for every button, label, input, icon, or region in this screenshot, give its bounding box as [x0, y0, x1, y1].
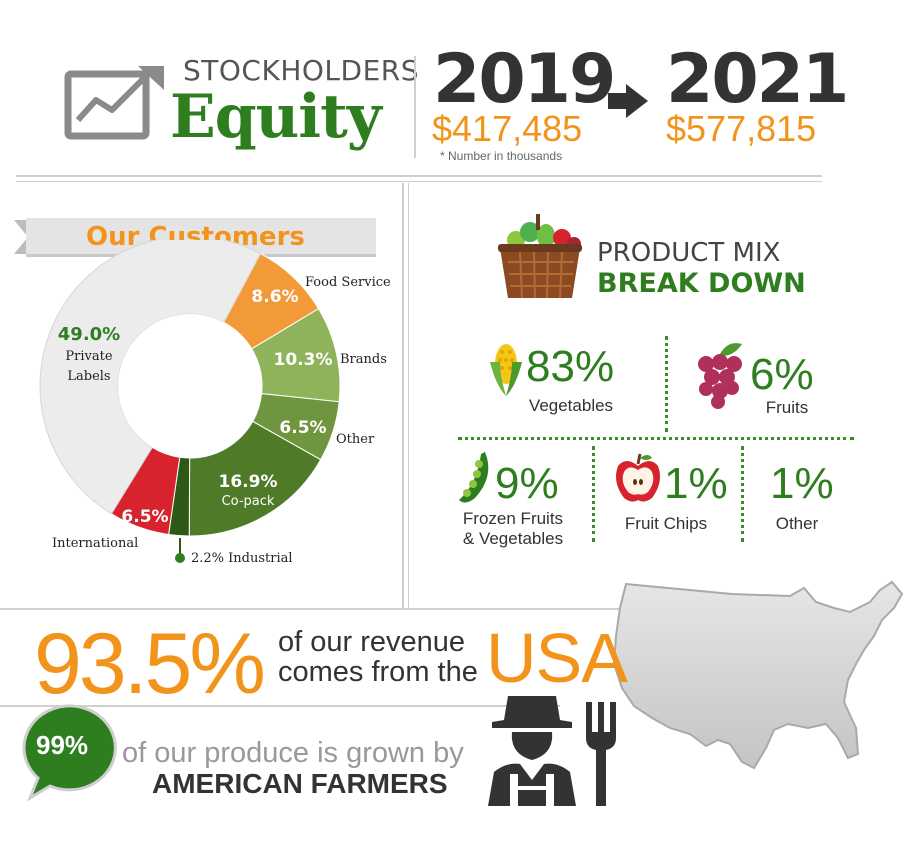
right-arrow-icon — [608, 84, 648, 118]
frozen-label-2: & Vegetables — [462, 529, 564, 548]
farmers-pct: 99% — [36, 730, 89, 760]
vegetables-label: Vegetables — [528, 396, 614, 415]
slice-label-private-1: Private — [65, 349, 112, 364]
fruits-pct: 6% — [750, 350, 814, 399]
product-mix-subtitle: BREAK DOWN — [597, 268, 806, 299]
farmers-text-line2: AMERICAN FARMERS — [152, 768, 448, 799]
grapes-icon — [698, 343, 742, 409]
trending-up-chart-icon — [64, 66, 164, 140]
farmers-text-line1: of our produce is grown by — [122, 737, 464, 769]
divider-vertical-1 — [402, 183, 404, 608]
speech-bubble-icon — [22, 704, 117, 802]
other-label: Other — [775, 514, 819, 533]
pm-divider-v1 — [665, 336, 668, 432]
frozen-label-1: Frozen Fruits — [462, 509, 564, 528]
divider-top-1 — [16, 175, 822, 177]
product-mix-title: PRODUCT MIX — [597, 238, 781, 268]
usa-word: USA — [486, 619, 628, 697]
apple-icon — [616, 453, 660, 502]
chips-pct: 1% — [664, 459, 728, 508]
legend-brands: Brands — [340, 352, 387, 367]
slice-label-other: 6.5% — [279, 418, 326, 438]
legend-other: Other — [336, 432, 375, 447]
usa-text-line2: comes from the — [278, 656, 478, 688]
slice-label-food-service: 8.6% — [251, 287, 298, 307]
value-from: $417,485 — [432, 108, 583, 149]
slice-label-copack-name: Co-pack — [222, 494, 275, 509]
slice-label-international: 6.5% — [121, 507, 168, 527]
pm-divider-v3 — [741, 446, 744, 542]
corn-icon — [490, 344, 522, 396]
slice-label-brands: 10.3% — [274, 350, 333, 370]
customers-donut-chart: 8.6% 10.3% 6.5% 16.9% Co-pack 6.5% 49.0%… — [39, 240, 391, 566]
year-to: 2021 — [666, 40, 849, 119]
usa-text-line1: of our revenue — [278, 626, 466, 658]
divider-bottom-2 — [0, 705, 560, 707]
usa-revenue-pct: 93.5% — [34, 616, 266, 712]
divider-top-2 — [16, 181, 822, 182]
vegetable-basket-icon — [498, 214, 582, 299]
pm-divider-h — [458, 437, 854, 440]
value-to: $577,815 — [666, 108, 817, 149]
fruits-label: Fruits — [765, 398, 809, 417]
divider-vertical-2 — [408, 183, 409, 608]
usa-map-icon — [612, 580, 904, 770]
frozen-pct: 9% — [495, 459, 559, 508]
title-equity: Equity — [170, 82, 382, 152]
other-pct: 1% — [770, 459, 834, 508]
vegetables-pct: 83% — [526, 342, 615, 391]
divider-bottom-1 — [0, 608, 620, 610]
slice-label-copack: 16.9% — [219, 472, 278, 492]
legend-industrial: 2.2% Industrial — [191, 551, 293, 566]
peapod-icon — [459, 452, 489, 503]
pm-divider-v2 — [592, 446, 595, 542]
header-divider — [414, 56, 416, 158]
farmer-icon — [488, 696, 616, 806]
slice-label-private-pct: 49.0% — [58, 324, 120, 345]
title-stockholders: STOCKHOLDERS — [183, 54, 420, 87]
footnote: * Number in thousands — [440, 149, 563, 163]
chips-label: Fruit Chips — [624, 514, 708, 533]
legend-international: International — [52, 536, 138, 551]
legend-food-service: Food Service — [305, 275, 391, 290]
slice-label-private-2: Labels — [67, 369, 110, 384]
year-from: 2019 — [433, 40, 616, 119]
